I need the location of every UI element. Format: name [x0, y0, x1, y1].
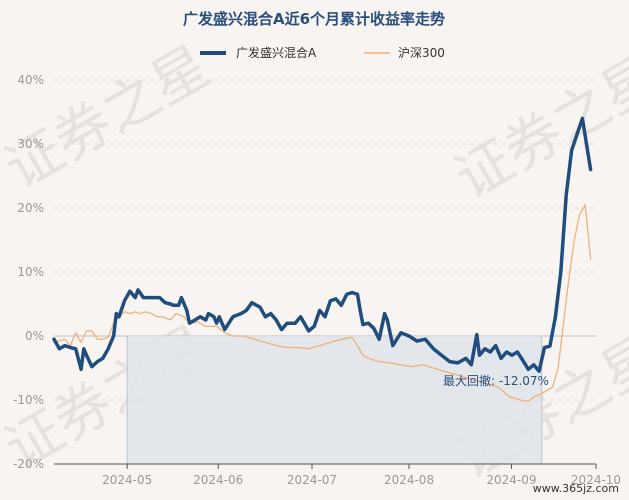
- series-line-0: [52, 116, 593, 373]
- max-drawdown-annotation: 最大回撤: -12.07%: [443, 373, 549, 388]
- legend-label-series-0: 广发盛兴混合A: [236, 45, 317, 60]
- y-tick-label: 30%: [17, 137, 44, 151]
- x-tick-label: 2024-08: [384, 473, 434, 487]
- y-tick-label: 20%: [17, 201, 44, 215]
- watermark-text-1: 证券之星: [0, 34, 221, 202]
- chart-title: 广发盛兴混合A近6个月累计收益率走势: [183, 10, 445, 28]
- x-tick-label: 2024-06: [193, 473, 243, 487]
- watermark-text-2: 证券之星: [445, 44, 629, 212]
- y-tick-label: -10%: [13, 393, 44, 407]
- x-tick-label: 2024-05: [102, 473, 152, 487]
- y-tick-label: 10%: [17, 265, 44, 279]
- y-tick-label: 40%: [17, 73, 44, 87]
- legend-label-series-1: 沪深300: [398, 46, 445, 60]
- x-tick-label: 2024-07: [287, 473, 337, 487]
- y-axis-ticks: 40% 30% 20% 10% 0% -10% -20%: [13, 73, 44, 471]
- x-axis: 2024-05 2024-06 2024-07 2024-08 2024-09 2024-…: [54, 463, 621, 487]
- legend: 广发盛兴混合A 沪深300: [200, 45, 445, 60]
- x-tick-label: 2024-09: [486, 473, 536, 487]
- x-tick-label: 2024-10: [571, 473, 621, 487]
- series-lines: [52, 116, 593, 402]
- y-tick-label: -20%: [13, 457, 44, 471]
- y-tick-label: 0%: [25, 329, 44, 343]
- footer-watermark-url: www.365jz.com: [533, 482, 619, 495]
